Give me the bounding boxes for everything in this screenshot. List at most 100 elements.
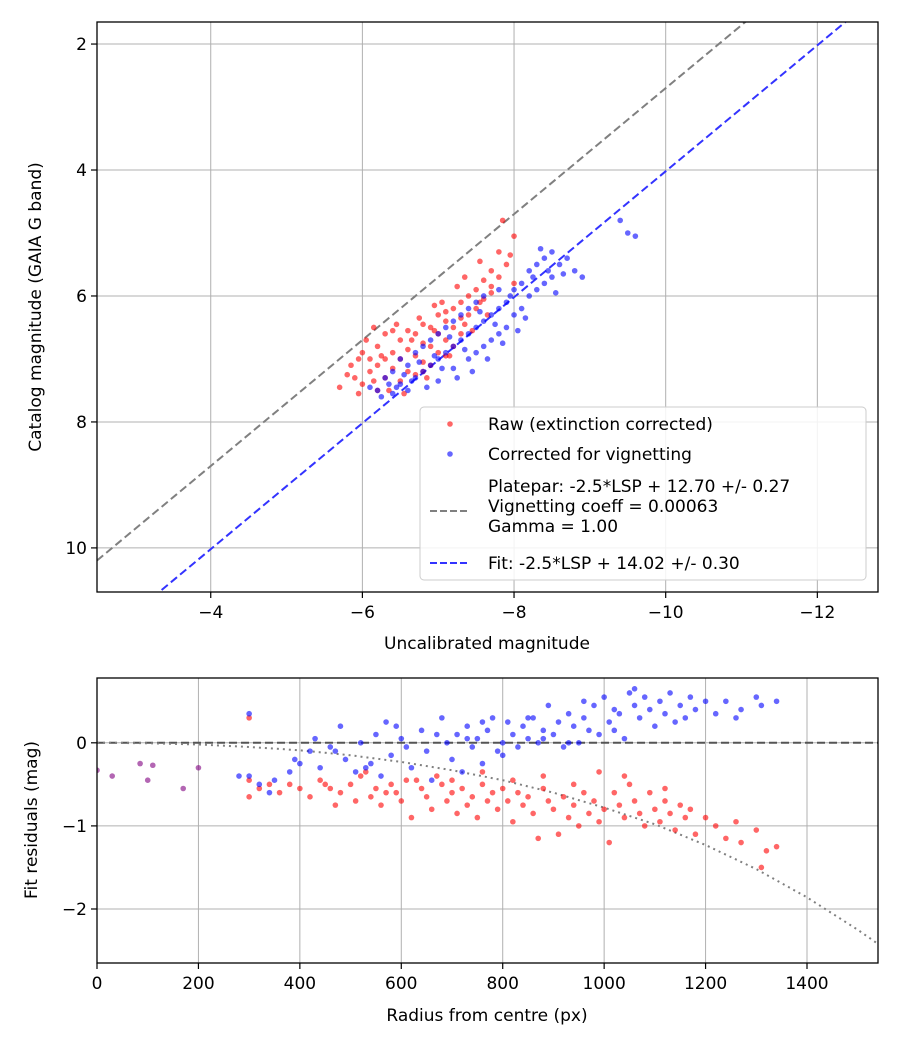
bottom-data-point-s0 bbox=[636, 810, 643, 817]
bottom-data-point-s1 bbox=[271, 777, 278, 784]
bottom-data-point-s0 bbox=[515, 789, 521, 796]
bottom-data-point-s0 bbox=[626, 781, 633, 788]
top-data-point-s1 bbox=[412, 349, 419, 356]
top-data-point-s0 bbox=[393, 321, 400, 328]
bottom-data-point-s0 bbox=[352, 798, 359, 804]
top-data-point-s1 bbox=[549, 274, 555, 280]
bottom-data-point-s1 bbox=[652, 723, 658, 729]
bottom-data-point-s0 bbox=[657, 818, 663, 825]
bottom-data-point-s0 bbox=[575, 823, 582, 829]
top-data-point-s0 bbox=[355, 356, 362, 362]
top-data-point-s0 bbox=[370, 324, 377, 331]
top-data-point-s1 bbox=[420, 368, 426, 375]
top-data-point-s1 bbox=[541, 255, 548, 261]
bottom-data-point-s1 bbox=[286, 769, 293, 775]
top-data-point-s1 bbox=[571, 267, 578, 274]
top-data-point-s1 bbox=[427, 362, 434, 369]
top-data-point-s0 bbox=[442, 318, 449, 324]
bottom-data-point-s0 bbox=[378, 802, 384, 808]
bottom-data-point-s2 bbox=[149, 762, 156, 769]
top-data-point-s1 bbox=[499, 340, 506, 347]
top-data-point-s0 bbox=[496, 274, 502, 280]
bottom-data-point-s0 bbox=[677, 802, 684, 808]
bottom-x-tick-label: 400 bbox=[284, 974, 316, 994]
bottom-data-point-s0 bbox=[550, 806, 557, 813]
top-data-point-s0 bbox=[473, 286, 479, 293]
bottom-data-point-s1 bbox=[246, 773, 252, 779]
bottom-data-point-s1 bbox=[403, 744, 410, 750]
bottom-data-point-s1 bbox=[581, 715, 587, 721]
top-data-point-s0 bbox=[405, 346, 411, 353]
bottom-data-point-s0 bbox=[586, 810, 592, 817]
top-data-point-s1 bbox=[374, 387, 381, 394]
bottom-data-point-s0 bbox=[266, 781, 273, 788]
bottom-data-point-s1 bbox=[479, 760, 486, 767]
top-data-point-s1 bbox=[386, 381, 392, 387]
top-data-point-s1 bbox=[549, 249, 555, 255]
top-data-point-s1 bbox=[424, 384, 430, 391]
top-data-point-s1 bbox=[382, 375, 388, 381]
bottom-data-point-s0 bbox=[474, 814, 481, 821]
bottom-x-tick-label: 1400 bbox=[785, 974, 828, 994]
top-data-point-s1 bbox=[450, 365, 457, 372]
bottom-data-point-s1 bbox=[662, 710, 668, 717]
top-x-tick-label: −4 bbox=[198, 603, 223, 623]
bottom-data-point-s1 bbox=[312, 735, 318, 742]
bottom-data-point-s1 bbox=[291, 756, 298, 763]
top-x-tick-label: −8 bbox=[502, 603, 527, 623]
top-data-point-s1 bbox=[435, 356, 442, 362]
top-data-point-s0 bbox=[355, 390, 362, 397]
top-data-point-s1 bbox=[454, 375, 460, 381]
top-data-point-s1 bbox=[431, 353, 438, 359]
top-data-point-s1 bbox=[408, 378, 415, 384]
top-data-point-s0 bbox=[488, 290, 495, 296]
bottom-data-point-s1 bbox=[738, 706, 744, 713]
top-data-point-s0 bbox=[450, 324, 457, 331]
bottom-data-point-s0 bbox=[723, 835, 729, 842]
top-data-point-s1 bbox=[416, 359, 423, 365]
top-data-point-s0 bbox=[454, 283, 460, 290]
top-data-point-s1 bbox=[556, 261, 563, 268]
magnitude-panel: −4 −6 −8 −10 −12 2 4 6 8 10 Uncalibrated magnitud… bbox=[26, 21, 879, 654]
bottom-data-point-s1 bbox=[504, 719, 511, 725]
top-data-point-s0 bbox=[397, 337, 404, 343]
top-data-point-s1 bbox=[442, 324, 449, 331]
bottom-data-point-s0 bbox=[520, 802, 526, 808]
bottom-data-point-s0 bbox=[337, 789, 344, 796]
top-data-point-s1 bbox=[473, 299, 479, 306]
bottom-data-point-s1 bbox=[596, 731, 602, 738]
top-data-point-s0 bbox=[389, 349, 396, 356]
bottom-data-point-s1 bbox=[236, 773, 242, 779]
bottom-data-point-s0 bbox=[357, 773, 364, 779]
bottom-data-point-s0 bbox=[601, 806, 607, 813]
top-data-point-s1 bbox=[545, 267, 551, 274]
bottom-data-point-s0 bbox=[322, 781, 329, 788]
bottom-series-line-4 bbox=[97, 741, 878, 945]
bottom-data-point-s0 bbox=[738, 839, 744, 846]
bottom-data-point-s1 bbox=[489, 715, 496, 721]
top-data-point-s0 bbox=[382, 330, 388, 337]
bottom-data-point-s0 bbox=[525, 794, 531, 800]
bottom-grid bbox=[96, 678, 878, 963]
top-data-point-s1 bbox=[389, 368, 396, 375]
bottom-data-point-s1 bbox=[484, 727, 491, 734]
bottom-data-point-s1 bbox=[515, 744, 521, 750]
legend-box bbox=[419, 406, 867, 581]
legend-label-platepar: Platepar: -2.5*LSP + 12.70 +/- 0.27 Vigne… bbox=[488, 477, 790, 537]
top-data-point-s1 bbox=[496, 286, 502, 293]
top-data-point-s1 bbox=[405, 387, 411, 394]
bottom-data-point-s1 bbox=[525, 735, 531, 742]
top-data-point-s1 bbox=[541, 280, 548, 287]
bottom-data-point-s2 bbox=[109, 773, 116, 779]
bottom-data-point-s1 bbox=[712, 710, 719, 717]
bottom-data-point-s1 bbox=[337, 723, 344, 729]
top-data-point-s0 bbox=[424, 375, 430, 381]
bottom-data-point-s0 bbox=[530, 810, 536, 817]
bottom-data-point-s1 bbox=[317, 764, 323, 771]
bottom-data-point-s0 bbox=[297, 785, 303, 792]
bottom-data-point-s1 bbox=[702, 698, 709, 705]
bottom-data-point-s0 bbox=[246, 794, 252, 800]
top-data-point-s1 bbox=[507, 293, 514, 299]
top-data-point-s1 bbox=[477, 308, 483, 315]
